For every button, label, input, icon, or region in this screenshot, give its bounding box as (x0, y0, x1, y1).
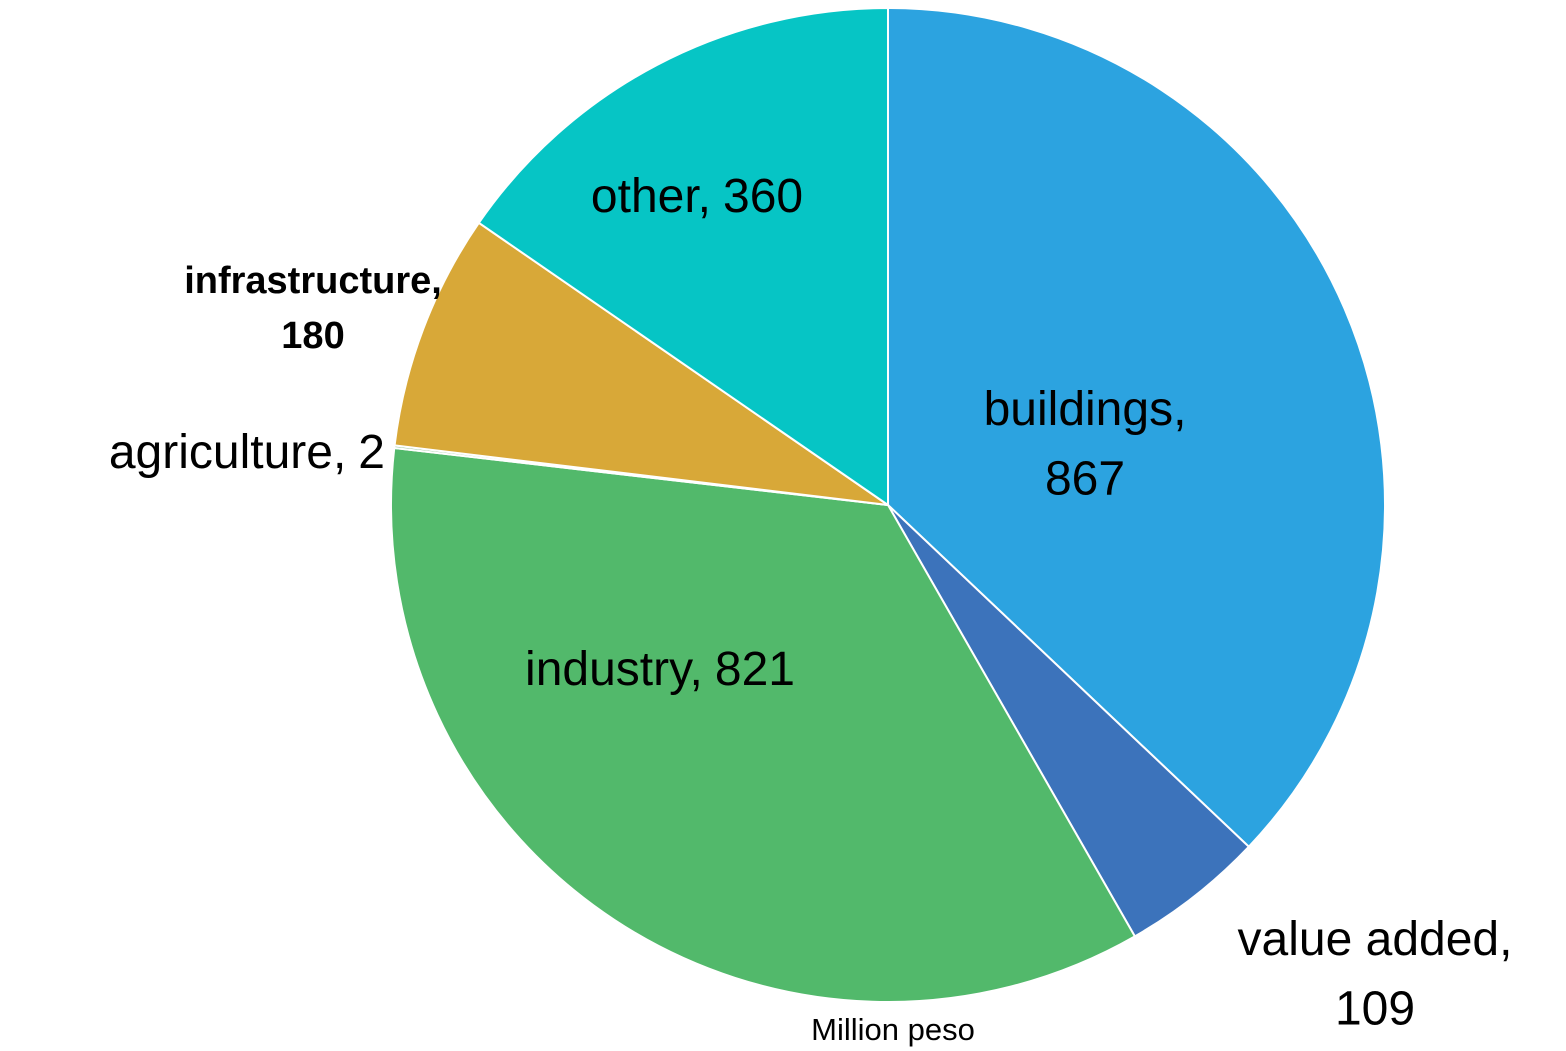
pie-slice (887, 6, 1386, 849)
data-label: infrastructure, 180 (184, 260, 442, 357)
label-value: 2 (358, 426, 385, 479)
label-value: 109 (1335, 983, 1415, 1036)
data-label: other, 360 (591, 170, 803, 223)
pie-slice (393, 221, 889, 506)
unit-note: Million peso (811, 1012, 975, 1047)
data-label: buildings, 867 (984, 383, 1187, 506)
pie-slice (390, 446, 1137, 1003)
data-label: value added, 109 (1238, 913, 1513, 1036)
label-category: infrastructure, (184, 260, 442, 302)
label-value: 821 (715, 643, 795, 696)
pie-slice (477, 6, 889, 507)
label-value: 867 (1045, 453, 1125, 506)
data-label: agriculture, 2 (109, 426, 385, 479)
label-category: other, (591, 170, 711, 223)
label-category: value added, (1238, 913, 1513, 966)
label-value: 360 (723, 170, 803, 223)
label-category: industry, (525, 643, 703, 696)
label-value: 180 (281, 315, 344, 357)
data-label: industry, 821 (525, 643, 795, 696)
label-category: buildings, (984, 383, 1187, 436)
label-category: agriculture, (109, 426, 346, 479)
